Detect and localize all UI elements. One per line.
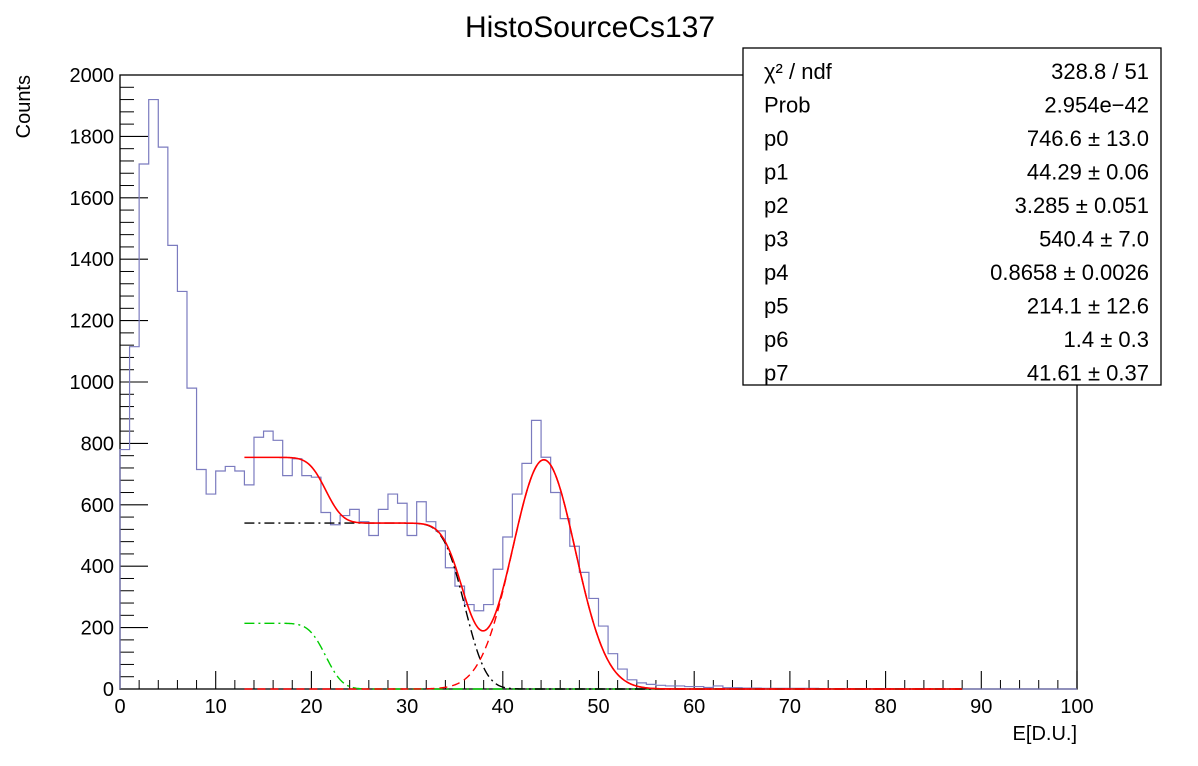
stat-name: χ² / ndf [764,59,833,84]
y-tick-label: 200 [81,618,114,640]
stat-value: 540.4 ± 7.0 [1039,227,1149,252]
stat-name: p3 [764,227,788,252]
stat-value: 746.6 ± 13.0 [1027,126,1149,151]
y-tick-label: 800 [81,433,114,455]
stat-name: p4 [764,260,788,285]
fit-stats-frame [742,47,1162,386]
x-tick-label: 100 [1060,696,1093,718]
fit-stats-box: χ² / ndf 328.8 / 51 Prob 2.954e−42 p0 746.6 ±… [742,47,1162,386]
y-tick-label: 1800 [70,126,115,148]
chart-title: HistoSourceCs137 [465,11,715,44]
y-tick-label: 1000 [70,372,115,394]
x-tick-label: 40 [492,696,514,718]
stat-value: 44.29 ± 0.06 [1027,160,1149,185]
y-tick-label: 600 [81,495,114,517]
stat-value: 3.285 ± 0.051 [1015,193,1149,218]
y-tick-label: 1400 [70,249,115,271]
background-curve [244,622,963,690]
x-tick-label: 50 [587,696,609,718]
stat-value: 328.8 / 51 [1051,59,1149,84]
y-axis-title: Counts [13,75,35,138]
x-tick-label: 60 [683,696,705,718]
stat-value: 41.61 ± 0.37 [1027,361,1149,386]
y-axis: 0 200 400 600 800 1000 1200 1400 1600 1800 2000 [70,65,148,701]
stat-value: 0.8658 ± 0.0026 [990,260,1149,285]
x-axis: 0 10 20 30 40 50 60 70 80 90 100 [114,671,1094,718]
stat-name: p2 [764,193,788,218]
stat-value: 1.4 ± 0.3 [1064,327,1149,352]
x-tick-label: 70 [779,696,801,718]
stat-name: p5 [764,294,788,319]
stat-name: p0 [764,126,788,151]
y-tick-label: 0 [103,679,114,701]
x-tick-label: 20 [300,696,322,718]
plot-area [119,98,1077,690]
y-tick-label: 2000 [70,65,115,87]
stat-value: 2.954e−42 [1044,93,1149,118]
y-tick-label: 1200 [70,311,115,333]
stat-name: p7 [764,361,788,386]
gaussian-peak-curve [244,459,963,690]
x-tick-label: 90 [970,696,992,718]
x-tick-label: 10 [205,696,227,718]
stat-value: 214.1 ± 12.6 [1027,294,1149,319]
y-tick-label: 400 [81,556,114,578]
stat-name: Prob [764,93,810,118]
compton-edge-curve [244,522,963,690]
x-tick-label: 80 [874,696,896,718]
stat-name: p1 [764,160,788,185]
total-fit-curve [244,456,963,690]
x-axis-title: E[D.U.] [1013,723,1077,745]
x-tick-label: 30 [396,696,418,718]
x-tick-label: 0 [114,696,125,718]
y-tick-label: 1600 [70,188,115,210]
stat-name: p6 [764,327,788,352]
